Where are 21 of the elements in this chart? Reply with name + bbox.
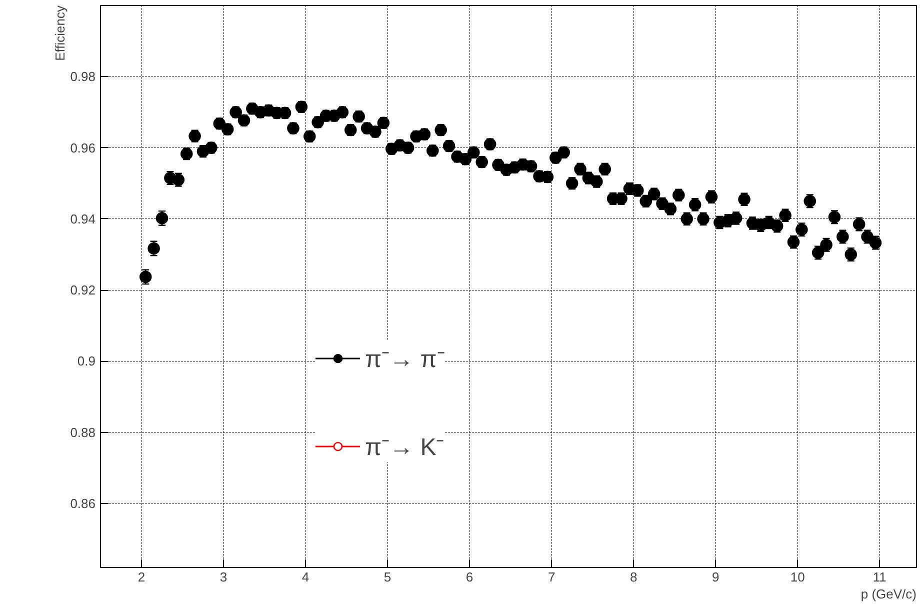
x-tick-label: 10 <box>790 570 805 584</box>
x-tick-label: 11 <box>872 570 886 584</box>
legend-label: π⁻→ K⁻ <box>365 433 444 462</box>
y-tick-label: 0.9 <box>77 354 96 369</box>
y-tick-label: 0.86 <box>70 496 96 511</box>
x-tick-label: 7 <box>548 570 556 584</box>
y-axis-title: Efficiency <box>52 5 68 61</box>
y-tick-label: 0.92 <box>70 282 96 298</box>
x-tick-label: 9 <box>712 570 720 584</box>
x-tick-label: 3 <box>220 570 228 584</box>
x-tick-label: 5 <box>384 570 392 584</box>
legend-label: π⁻→ π⁻ <box>365 345 445 374</box>
x-axis-title: p (GeV/c) <box>860 586 916 602</box>
y-tick-label: 0.98 <box>70 69 96 84</box>
y-tick-label: 0.96 <box>70 140 96 156</box>
x-tick-label: 4 <box>302 570 310 584</box>
y-tick-label: 0.94 <box>70 211 96 226</box>
y-tick-label: 0.88 <box>70 424 96 440</box>
x-tick-label: 2 <box>138 570 146 584</box>
x-tick-label: 6 <box>466 570 474 584</box>
x-tick-label: 8 <box>630 570 638 584</box>
